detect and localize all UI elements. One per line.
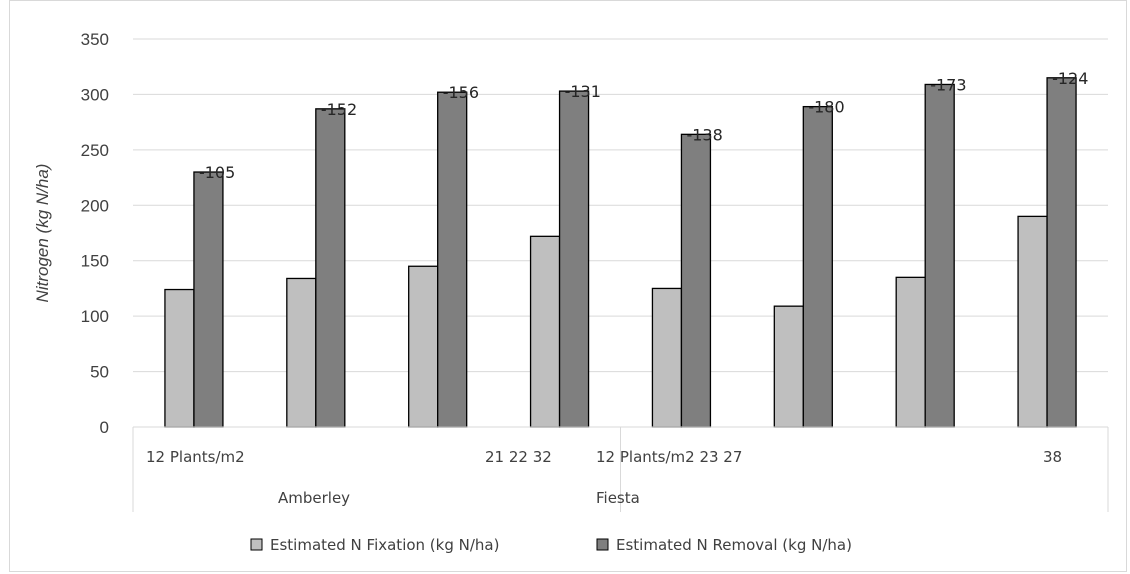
bar-fixation [164,288,195,428]
data-label: -152 [321,100,357,119]
bar-fixation [1017,215,1048,428]
y-tick-label: 350 [81,30,109,49]
data-label: -105 [199,163,235,182]
legend-swatch [250,538,263,551]
bar-removal [437,91,468,428]
data-labels: -105 -152 -156 -131 -138 -180 -173 -124 [199,69,1088,182]
category-label: 12 Plants/m2 [146,448,245,466]
y-tick-label: 300 [81,85,109,104]
y-tick-label: 0 [100,418,109,437]
data-label: -131 [565,82,601,101]
data-label: -180 [808,98,844,117]
bar-fixation [651,287,683,428]
category-labels: 12 Plants/m2 21 22 32 12 Plants/m2 23 27 38 [146,448,1062,466]
bar-removal [802,105,833,428]
bars [164,77,1077,428]
legend-label: Estimated N Fixation (kg N/ha) [270,536,499,554]
y-tick-label: 150 [81,252,109,271]
bar-fixation [286,277,317,428]
bar-removal [680,133,712,428]
bar-removal [193,171,224,428]
y-axis-label: Nitrogen (kg N/ha) [33,164,52,303]
data-label: -138 [686,125,722,144]
group-labels: Amberley Fiesta [278,489,640,507]
bar-fixation [408,265,439,428]
x-axis [132,426,1109,512]
bar-removal [1046,77,1077,428]
bar-fixation [773,305,804,428]
legend: Estimated N Fixation (kg N/ha) Estimated … [250,536,852,554]
bar-removal [558,90,590,428]
bar-removal [924,83,955,428]
bar-fixation [895,276,926,428]
category-label: 21 22 32 [485,448,552,466]
data-label: -173 [930,75,966,94]
y-tick-labels: 0 50 100 150 200 250 300 350 [81,30,109,437]
legend-swatch [596,538,609,551]
group-label: Fiesta [596,489,640,507]
y-tick-label: 250 [81,141,109,160]
data-label: -156 [443,83,479,102]
bar-fixation [529,235,561,428]
group-label: Amberley [278,489,350,507]
legend-label: Estimated N Removal (kg N/ha) [616,536,852,554]
y-tick-label: 100 [81,307,109,326]
category-label: 38 [1043,448,1062,466]
y-tick-label: 200 [81,196,109,215]
category-label: 12 Plants/m2 23 27 [596,448,742,466]
y-tick-label: 50 [90,363,109,382]
bar-removal [315,108,346,428]
data-label: -124 [1052,69,1088,88]
